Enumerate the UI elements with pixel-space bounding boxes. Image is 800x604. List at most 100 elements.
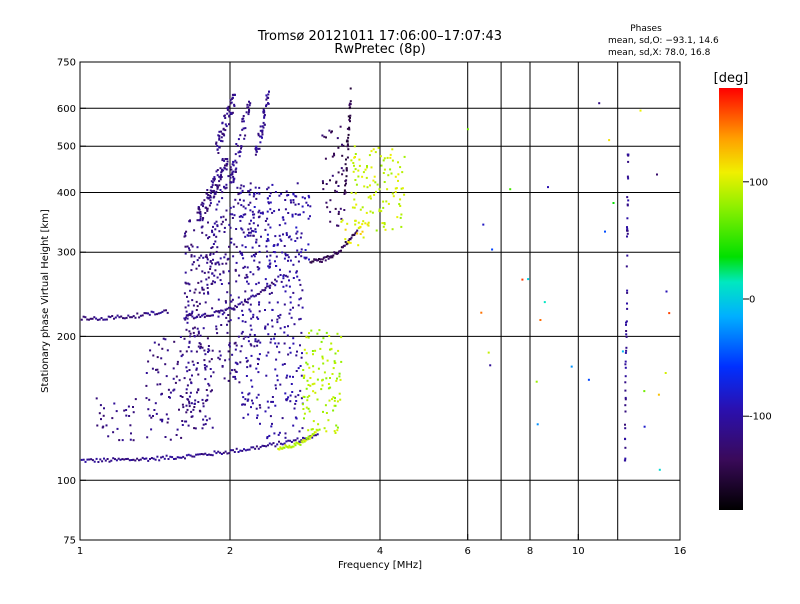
data-point: [128, 459, 131, 462]
data-point: [225, 186, 228, 189]
data-point: [242, 117, 245, 120]
data-point: [228, 123, 230, 126]
data-point: [381, 222, 384, 225]
data-point: [224, 129, 227, 132]
data-point: [246, 366, 249, 369]
data-point: [154, 458, 157, 461]
data-point: [283, 257, 286, 260]
data-point: [196, 219, 199, 222]
data-point: [608, 139, 611, 142]
data-point: [625, 349, 628, 352]
data-point: [349, 114, 352, 117]
data-point: [337, 252, 340, 255]
data-point: [341, 154, 344, 157]
data-point: [123, 317, 126, 320]
data-point: [222, 271, 225, 274]
data-point: [357, 221, 360, 224]
data-point: [242, 266, 245, 269]
data-point: [626, 307, 629, 310]
data-point: [257, 393, 260, 396]
data-point: [296, 437, 299, 440]
data-point: [308, 410, 311, 413]
data-point: [268, 286, 271, 289]
phases-mean-x: mean, sd,X: 78.0, 16.8: [608, 48, 711, 58]
data-point: [255, 396, 258, 399]
data-point: [254, 153, 257, 156]
data-point: [250, 344, 253, 347]
data-point: [191, 455, 194, 458]
data-point: [229, 206, 232, 209]
data-point: [156, 383, 159, 386]
data-point: [267, 351, 270, 354]
data-point: [281, 443, 284, 446]
data-point: [400, 213, 403, 216]
data-point: [204, 255, 207, 258]
data-point: [98, 318, 101, 321]
data-point: [258, 310, 261, 313]
data-point: [129, 438, 132, 441]
data-point: [229, 176, 232, 179]
data-point: [205, 419, 208, 422]
data-point: [127, 314, 130, 317]
data-point: [263, 445, 266, 447]
data-point: [159, 311, 162, 314]
data-point: [313, 382, 316, 385]
data-point: [254, 338, 257, 341]
data-point: [197, 313, 200, 316]
data-point: [658, 468, 661, 471]
data-point: [226, 323, 228, 326]
data-point: [188, 402, 191, 405]
data-point: [216, 185, 219, 188]
data-point: [270, 281, 273, 284]
data-point: [237, 451, 240, 453]
data-point: [116, 427, 119, 430]
data-point: [245, 375, 248, 377]
data-point: [255, 445, 258, 448]
data-point: [281, 447, 284, 450]
data-point: [185, 404, 188, 407]
data-point: [298, 430, 301, 433]
data-point: [287, 446, 290, 449]
data-point: [336, 224, 338, 227]
data-point: [198, 302, 201, 305]
data-point: [309, 435, 312, 438]
data-point: [186, 408, 189, 411]
data-point: [271, 308, 274, 311]
data-point: [337, 210, 340, 213]
data-point: [232, 308, 235, 311]
data-point: [258, 353, 261, 356]
data-point: [89, 317, 92, 320]
data-point: [149, 349, 152, 352]
data-point: [226, 160, 229, 163]
data-point: [169, 396, 171, 399]
data-point: [255, 283, 258, 286]
data-point: [367, 221, 370, 224]
data-point: [364, 222, 367, 225]
data-point: [233, 243, 236, 246]
data-point: [254, 230, 257, 233]
data-point: [176, 360, 179, 363]
data-point: [314, 391, 317, 394]
data-point: [361, 230, 364, 233]
data-point: [272, 400, 274, 403]
data-point: [242, 257, 245, 260]
data-point: [383, 168, 386, 171]
data-point: [215, 208, 218, 211]
data-point: [198, 208, 201, 211]
data-point: [266, 255, 268, 258]
data-point: [370, 166, 373, 169]
data-point: [268, 434, 271, 437]
data-point: [341, 173, 344, 176]
data-point: [216, 276, 219, 279]
data-point: [232, 205, 235, 208]
data-point: [246, 106, 249, 109]
data-point: [212, 252, 215, 255]
data-point: [308, 394, 311, 397]
data-point: [363, 185, 366, 188]
data-point: [321, 357, 324, 360]
data-point: [225, 168, 228, 171]
data-point: [233, 105, 236, 107]
data-point: [204, 378, 207, 381]
data-point: [190, 350, 193, 353]
